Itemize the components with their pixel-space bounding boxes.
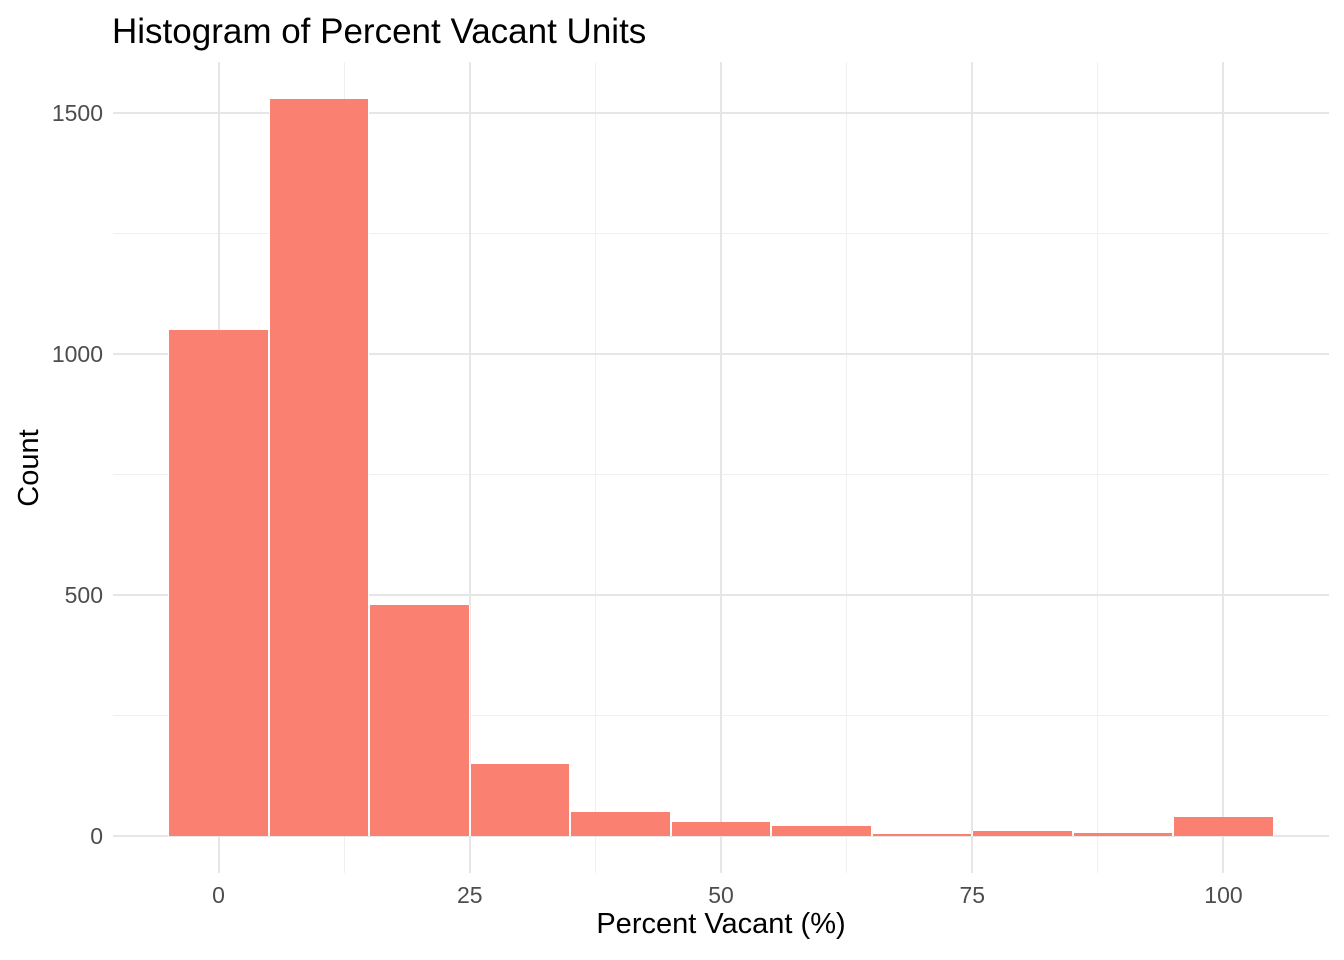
histogram-bar [469, 763, 571, 837]
y-tick-label: 500 [64, 582, 103, 609]
y-tick-label: 1000 [51, 341, 103, 368]
histogram-bar [871, 833, 973, 837]
gridline-x-minor [1097, 62, 1099, 873]
x-tick-label: 25 [456, 882, 483, 908]
histogram-bar [1173, 816, 1274, 837]
x-tick-label: 100 [1204, 882, 1243, 908]
x-tick-label: 75 [959, 882, 986, 908]
histogram-bar [268, 98, 370, 837]
histogram-bar [771, 826, 872, 837]
gridline-x-major [720, 62, 722, 873]
x-axis-title: Percent Vacant (%) [596, 908, 846, 940]
y-tick-label: 0 [90, 823, 103, 850]
gridline-x-major [468, 62, 471, 873]
histogram-bar [570, 812, 671, 837]
histogram-bar [1072, 832, 1174, 837]
gridline-x-major [971, 62, 974, 873]
y-axis-title: Count [13, 429, 45, 507]
histogram-bar [168, 330, 269, 837]
gridline-x-minor [594, 62, 596, 873]
histogram-bar [972, 831, 1073, 837]
histogram-bar [670, 821, 772, 837]
x-tick-label: 50 [708, 882, 734, 908]
gridline-x-major [1222, 62, 1225, 873]
y-tick-label: 1500 [51, 100, 103, 127]
gridline-x-minor [846, 62, 848, 873]
x-tick-label: 0 [212, 882, 225, 908]
chart-title: Histogram of Percent Vacant Units [112, 12, 647, 51]
histogram-bar [369, 604, 470, 837]
